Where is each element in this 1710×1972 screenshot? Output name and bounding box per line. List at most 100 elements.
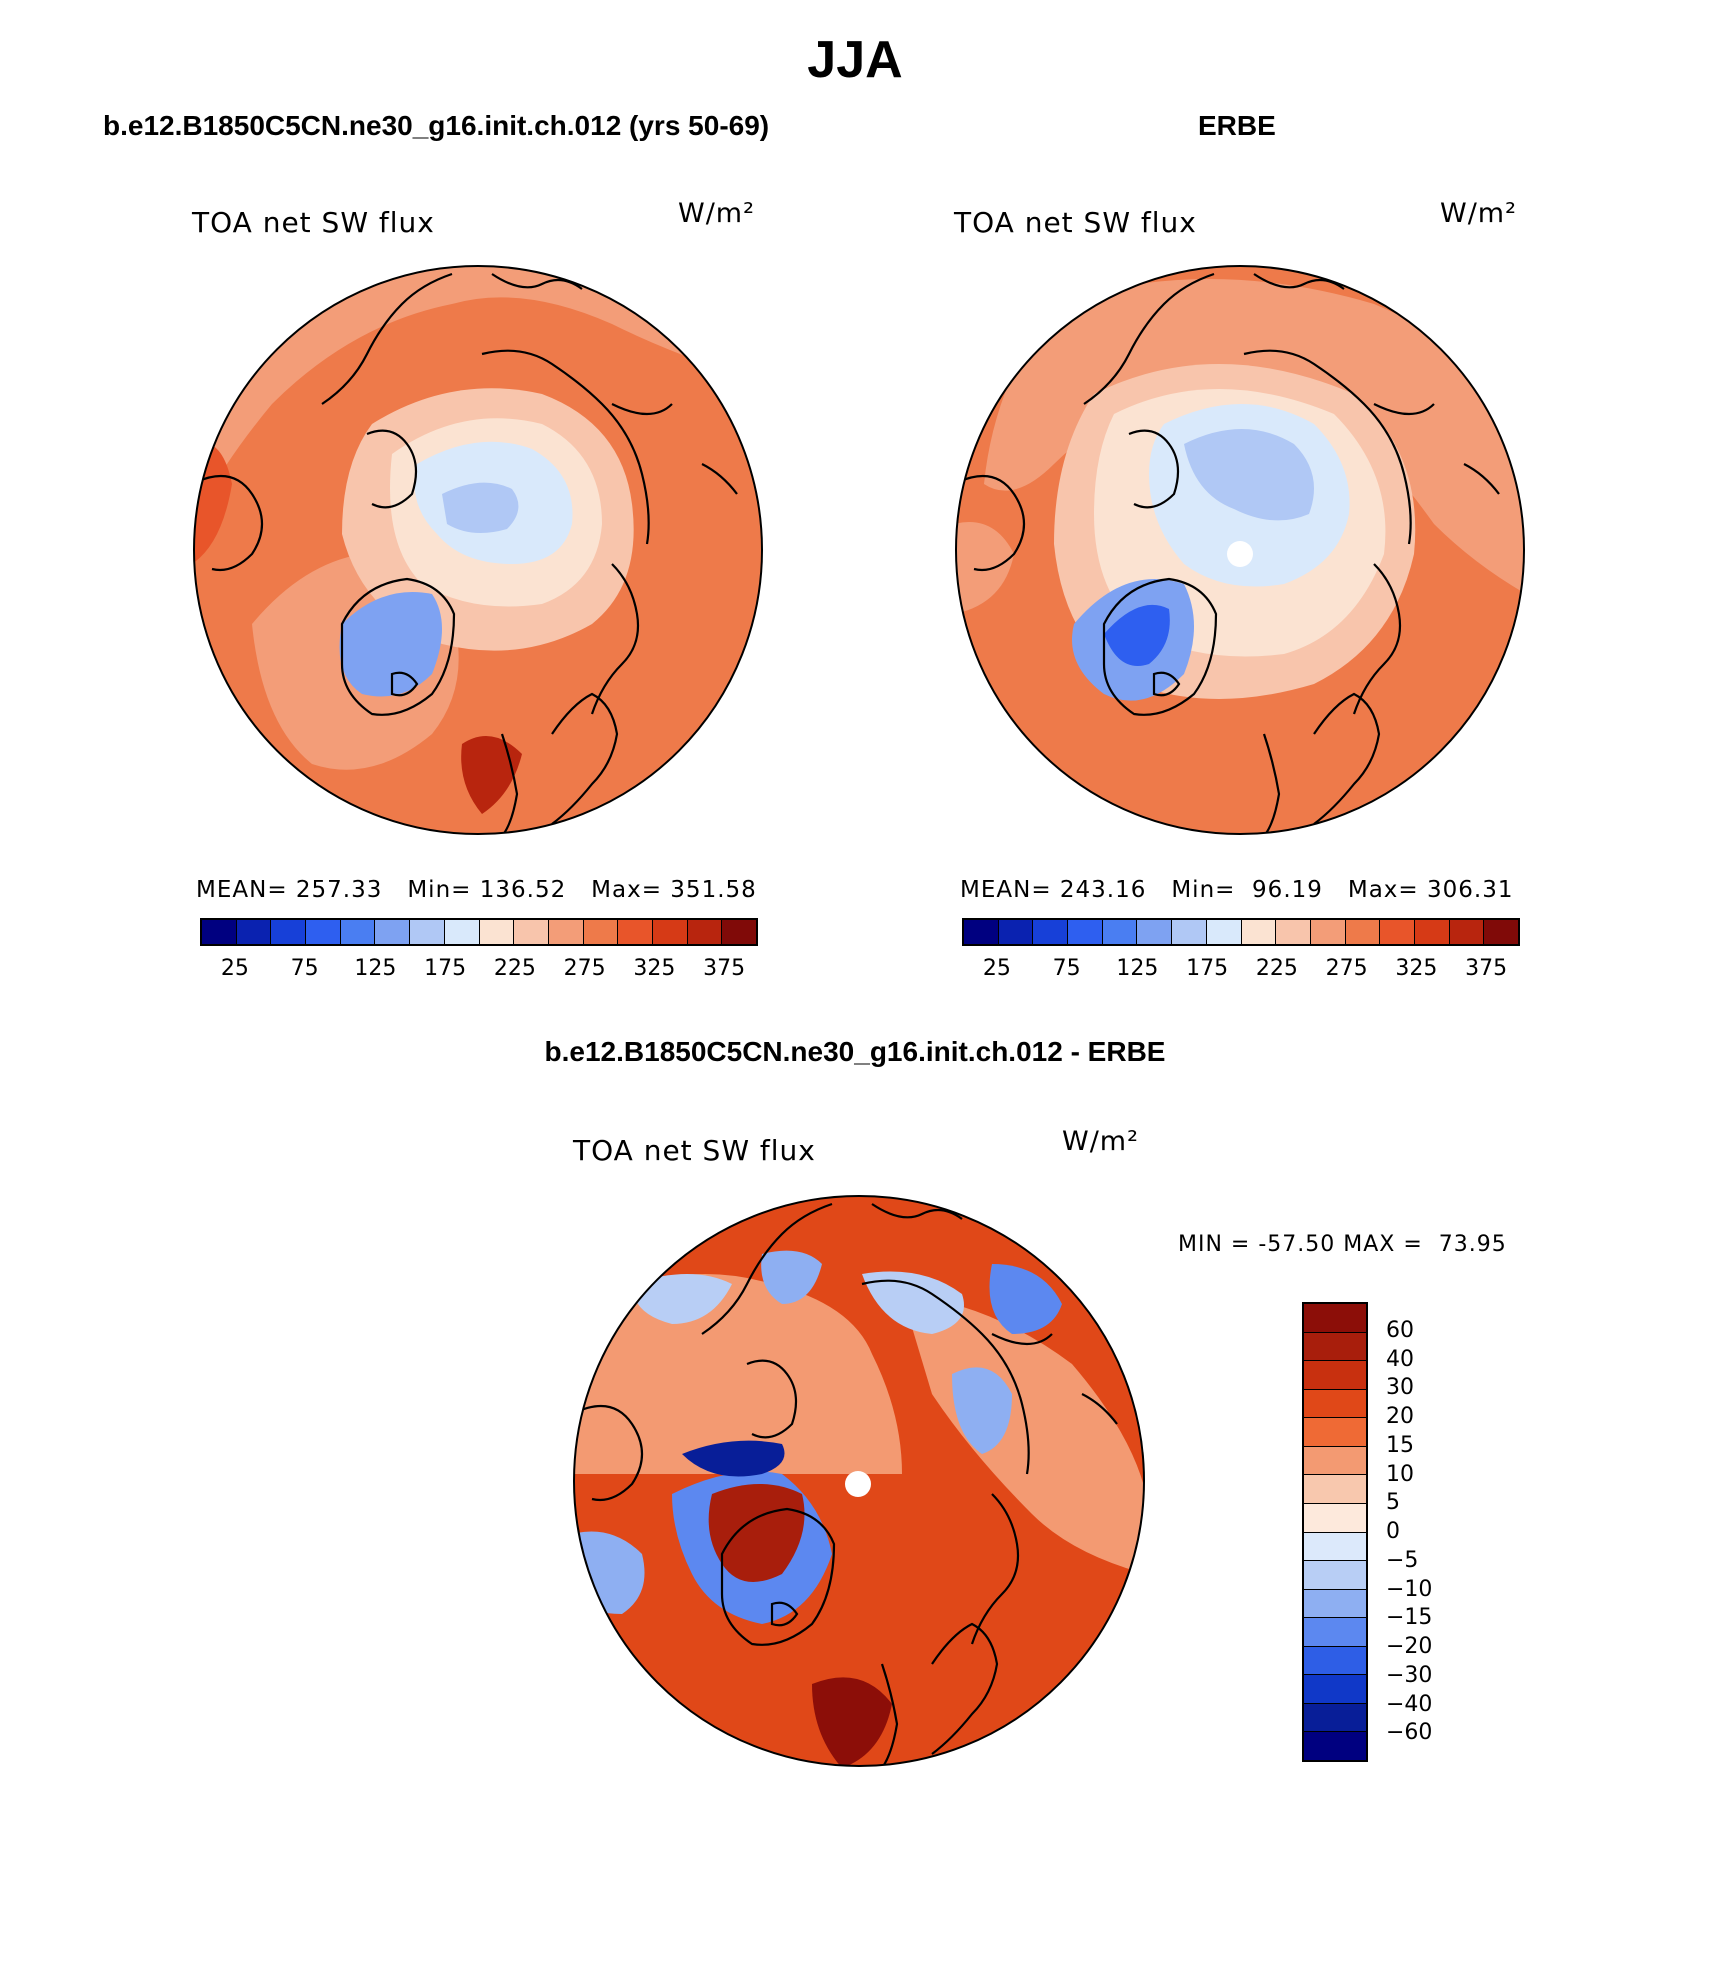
panel3-colorbar-level: 10 (1386, 1461, 1414, 1487)
panel2-coastlines (956, 272, 1500, 834)
panel1-tick-label: 325 (633, 956, 676, 981)
panel2-ice-core (1184, 429, 1314, 521)
panel1-map-border (193, 265, 763, 835)
panel2-midlat-band (984, 279, 1524, 594)
panel1-max-value: 351.58 (670, 877, 757, 903)
panel2-colorbar-swatch (1172, 920, 1207, 944)
panel1-min-label: Min= (407, 877, 472, 903)
panel2-colorbar-swatch (1102, 920, 1138, 944)
panel2-colorbar (962, 918, 1520, 946)
panel1-mean-value: 257.33 (295, 877, 383, 903)
panel3-colorbar-level: −15 (1386, 1605, 1433, 1631)
panel3-positive-band-east (902, 1294, 1144, 1574)
panel2-colorbar-swatch (998, 920, 1034, 944)
panel2-colorbar-swatch (1380, 920, 1415, 944)
panel2-tick-label: 225 (1255, 956, 1298, 981)
panel2-atlantic-band (956, 522, 1014, 614)
panel1-colorbar-ticks: 25 75 125 175 225 275 325 375 (200, 956, 758, 986)
panel1-coastlines (194, 272, 738, 834)
panel2-min-value: 96.19 (1252, 877, 1323, 903)
panel3-colorbar-swatch (1304, 1589, 1366, 1619)
panel1-colorbar-swatch (652, 920, 688, 944)
panel3-colorbar-level: 5 (1386, 1490, 1400, 1516)
panel2-colorbar-swatch (1206, 920, 1242, 944)
panel3-colorbar-swatch (1304, 1332, 1366, 1362)
panel2-colorbar-swatch (1137, 920, 1173, 944)
panel3-coastlines (574, 1202, 1118, 1766)
panel1-polar-map (193, 265, 763, 835)
panel3-scandinavia-pos (812, 1677, 892, 1766)
panel2-polar-map (955, 265, 1525, 835)
panel3-colorbar-swatch (1304, 1304, 1366, 1333)
panel2-tick-label: 75 (1052, 956, 1081, 981)
panel1-units: W/m² (678, 198, 755, 229)
panel3-colorbar-swatch (1304, 1503, 1366, 1533)
panel3-colorbar-level: −60 (1386, 1720, 1433, 1746)
panel3-colorbar-swatch (1304, 1618, 1366, 1647)
panel3-colorbar-swatch (1304, 1703, 1366, 1733)
panel1-colorbar-swatch (236, 920, 272, 944)
panel1-midlat-band (194, 266, 762, 524)
panel3-colorbar-level: −30 (1386, 1662, 1433, 1688)
panel2-map-border (955, 265, 1525, 835)
panel2-mean-value: 243.16 (1059, 877, 1147, 903)
panel1-colorbar-swatch (340, 920, 376, 944)
panel2-colorbar-ticks: 25 75 125 175 225 275 325 375 (962, 956, 1520, 986)
panel3-colorbar-level: 30 (1386, 1375, 1414, 1401)
panel3-minmax-label: MIN = -57.50 MAX = 73.95 (1178, 1232, 1507, 1257)
panel3-colorbar-labels: 60 40 30 20 15 10 5 0 −5 −10 −15 −20 −30 −40 −60 (1386, 1302, 1466, 1762)
panel2-colorbar-swatch (1449, 920, 1485, 944)
panel2-tick-label: 25 (982, 956, 1011, 981)
panel1-tick-label: 75 (290, 956, 319, 981)
panel1-colorbar-swatch (271, 920, 307, 944)
panel2-colorbar-swatch (1484, 920, 1518, 944)
panel3-colorbar-level: −40 (1386, 1691, 1433, 1717)
panel3-map-border (573, 1195, 1145, 1767)
panel1-colorbar-swatch (375, 920, 411, 944)
panel1-colorbar-swatch (514, 920, 549, 944)
panel2-max-value: 306.31 (1426, 877, 1514, 903)
panel1-tick-label: 225 (493, 956, 536, 981)
panel2-mean-label: MEAN= (960, 877, 1052, 903)
panel3-variable-label: TOA net SW flux (573, 1134, 816, 1167)
panel2-colorbar-swatch (1345, 920, 1381, 944)
panel2-colorbar-swatch (1276, 920, 1311, 944)
panel3-colorbar-swatch (1304, 1418, 1366, 1447)
panel1-colorbar-swatch (306, 920, 341, 944)
panel2-tick-label: 125 (1116, 956, 1159, 981)
panel1-tick-label: 125 (354, 956, 397, 981)
panel1-colorbar-swatch (618, 920, 653, 944)
panel3-colorbar-swatch (1304, 1561, 1366, 1590)
panel2-greenland-core (1104, 604, 1170, 666)
panel1-title: b.e12.B1850C5CN.ne30_g16.init.ch.012 (yr… (103, 110, 770, 141)
panel1-colorbar-swatch (687, 920, 723, 944)
panel3-colorbar-swatch (1304, 1361, 1366, 1390)
panel3-colorbar-level: −20 (1386, 1634, 1433, 1659)
panel3-positive-band-west (574, 1274, 902, 1474)
panel1-colorbar-swatch (583, 920, 619, 944)
panel2-tick-label: 325 (1395, 956, 1438, 981)
panel2-max-label: Max= (1347, 877, 1419, 903)
panel1-colorbar-swatch (444, 920, 480, 944)
panel2-tick-label: 275 (1325, 956, 1368, 981)
panel2-variable-label: TOA net SW flux (954, 206, 1197, 239)
panel1-tick-label: 275 (563, 956, 606, 981)
panel3-colorbar-level: 0 (1386, 1519, 1400, 1544)
panel3-colorbar-level: 15 (1386, 1432, 1414, 1458)
panel3-colorbar-swatch (1304, 1389, 1366, 1419)
panel1-colorbar-swatch (202, 920, 237, 944)
panel2-colorbar-swatch (1068, 920, 1103, 944)
panel1-colorbar-swatch (479, 920, 515, 944)
panel3-colorbar-level: −10 (1386, 1576, 1433, 1602)
panel1-colorbar-swatch (410, 920, 445, 944)
panel3-greenland-pos (708, 1484, 805, 1582)
panel1-greenland-ice (339, 592, 442, 697)
panel3-units: W/m² (1062, 1126, 1139, 1157)
panel3-colorbar-level: 20 (1386, 1404, 1414, 1429)
panel1-scandinavia-hot (461, 736, 522, 814)
panel3-colorbar-swatch (1304, 1646, 1366, 1676)
panel3-colorbar (1302, 1302, 1368, 1762)
panel2-colorbar-swatch (1414, 920, 1450, 944)
panel1-stats: MEAN= 257.33 Min= 136.52 Max= 351.58 (196, 877, 757, 903)
panel3-polar-map (573, 1195, 1145, 1767)
